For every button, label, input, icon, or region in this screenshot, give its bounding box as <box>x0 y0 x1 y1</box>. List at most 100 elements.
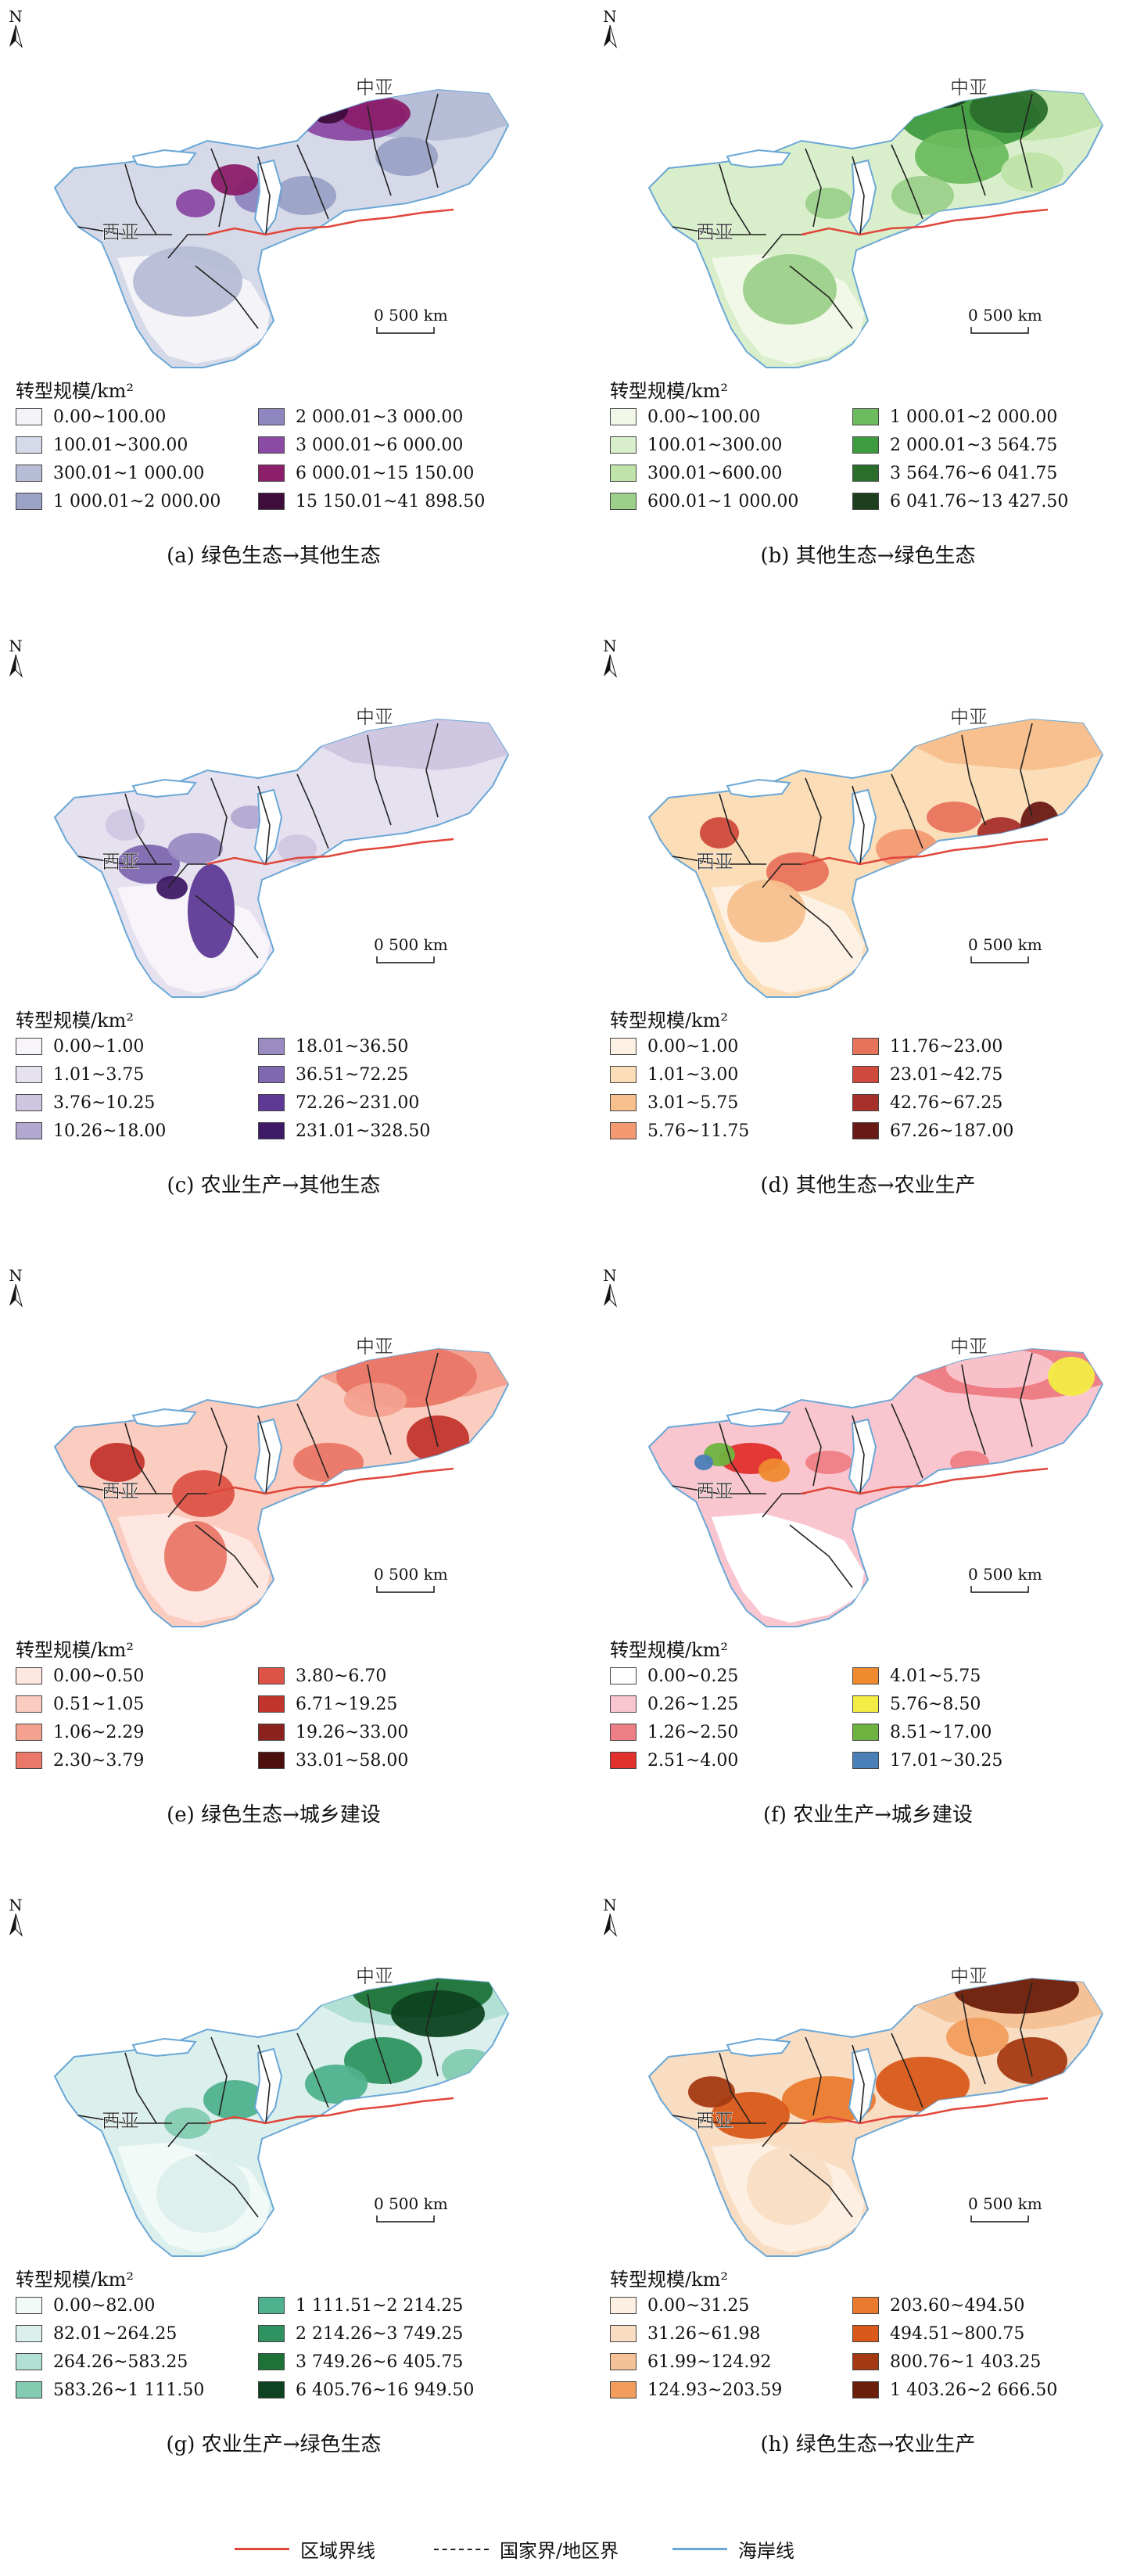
north-arrow-icon: N <box>9 1266 23 1308</box>
national-border <box>296 2032 329 2108</box>
legend-swatch <box>258 1038 285 1055</box>
legend-swatch <box>610 1667 637 1684</box>
legend-item: 494.51~800.75 <box>852 2323 1024 2344</box>
choropleth-patch <box>700 817 739 849</box>
black-sea <box>726 2037 791 2058</box>
legend-item: 800.76~1 403.25 <box>852 2352 1041 2372</box>
legend-swatch <box>258 1695 285 1713</box>
choropleth-patch <box>211 164 258 196</box>
legend-title: 转型规模/km² <box>610 2269 729 2291</box>
choropleth-patch <box>747 2147 833 2225</box>
national-border <box>852 1415 865 1494</box>
legend-item: 203.60~494.50 <box>852 2295 1024 2316</box>
region-boundary <box>206 838 454 866</box>
region-fill-arabia <box>712 1513 864 1623</box>
choropleth-patch <box>1048 1357 1095 1396</box>
region-label-west-asia: 西亚 <box>102 2110 139 2132</box>
choropleth-patch <box>915 129 1009 184</box>
legend-item: 23.01~42.75 <box>852 1064 1002 1085</box>
legend-item: 6.71~19.25 <box>258 1694 397 1714</box>
legend-label: 10.26~18.00 <box>53 1121 167 1141</box>
legend-label: 23.01~42.75 <box>890 1064 1003 1085</box>
legend-title: 转型规模/km² <box>16 1639 134 1661</box>
national-border <box>1020 1352 1033 1448</box>
national-border <box>672 1485 766 1494</box>
national-border <box>789 2154 853 2218</box>
map-panel-e: N 中亚 西亚 0 500 km 转型规模/km² 0.00~0.50 0.51~1.05 1… <box>0 1259 547 1885</box>
legend-label: 0.00~1.00 <box>647 1036 739 1057</box>
black-sea <box>131 1408 197 1428</box>
legend-label: 2.51~4.00 <box>647 1750 739 1771</box>
legend-swatch <box>610 493 637 510</box>
national-border <box>891 2032 923 2108</box>
svg-text:N: N <box>603 1266 617 1285</box>
region-boundary <box>801 838 1049 866</box>
legend-item: 300.01~1 000.00 <box>16 463 204 483</box>
black-sea <box>131 778 197 798</box>
choropleth-patch <box>293 1443 364 1482</box>
legend-swatch <box>16 408 42 425</box>
national-border <box>77 1485 172 1494</box>
legend-swatch <box>16 465 42 482</box>
black-sea <box>726 149 791 169</box>
caspian-sea <box>848 1418 877 1495</box>
legend-label: 33.01~58.00 <box>296 1750 409 1771</box>
region-label-west-asia: 西亚 <box>102 1480 139 1502</box>
caspian-sea <box>253 788 283 866</box>
region-label-central-asia: 中亚 <box>950 706 988 728</box>
legend-item: 82.01~264.25 <box>16 2323 177 2344</box>
national-border <box>425 1352 439 1448</box>
legend-item: 33.01~58.00 <box>258 1750 408 1771</box>
legend-swatch <box>258 1122 285 1139</box>
choropleth-patch <box>133 246 242 317</box>
national-border <box>425 93 439 188</box>
panel-caption: (g) 农业生产→绿色生态 <box>166 2433 382 2456</box>
national-border <box>789 1524 853 1588</box>
legend-label: 0.00~0.50 <box>53 1666 145 1686</box>
legend-item: 3.01~5.75 <box>610 1092 738 1113</box>
legend-item: 8.51~17.00 <box>852 1722 992 1742</box>
legend-item: 0.26~1.25 <box>610 1694 738 1714</box>
legend-swatch <box>16 1695 42 1713</box>
legend-swatch <box>610 1038 637 1055</box>
north-arrow-icon: N <box>603 1266 618 1308</box>
national-border <box>762 1493 805 1518</box>
legend-title: 转型规模/km² <box>610 1010 729 1031</box>
legend-label: 6 000.01~15 150.00 <box>296 463 475 483</box>
legend-item: 124.93~203.59 <box>610 2380 782 2400</box>
legend-label: 3.01~5.75 <box>647 1092 739 1113</box>
choropleth-patch <box>90 1443 145 1482</box>
region-fill-north <box>915 719 1103 770</box>
legend-swatch <box>852 465 879 482</box>
choropleth-patch <box>176 189 215 217</box>
legend-label: 3.80~6.70 <box>296 1666 387 1686</box>
legend-item: 1.06~2.29 <box>16 1722 144 1742</box>
national-border <box>124 163 157 235</box>
national-boundary-line <box>434 2548 489 2550</box>
choropleth-patch <box>694 1455 713 1470</box>
national-border <box>891 1403 923 1479</box>
legend-swatch <box>610 1066 637 1083</box>
national-border <box>124 2052 157 2124</box>
legend-label: 6 405.76~16 949.50 <box>296 2380 475 2400</box>
legend-label: 264.26~583.25 <box>53 2352 188 2372</box>
svg-text:N: N <box>9 1266 23 1285</box>
national-border <box>789 895 853 959</box>
black-sea <box>131 2037 197 2058</box>
national-border <box>124 793 157 865</box>
legend-label: 0.00~100.00 <box>647 407 761 427</box>
legend-item: 0.00~100.00 <box>16 407 166 427</box>
national-border <box>367 1993 392 2085</box>
panel-caption: (h) 绿色生态→农业生产 <box>760 2433 976 2456</box>
map-panel-d: N 中亚 西亚 0 500 km 转型规模/km² 0.00~1.00 1.01~3.00 3… <box>594 630 1142 1255</box>
legend-item: 1.01~3.75 <box>16 1064 144 1085</box>
legend-item: 3 564.76~6 041.75 <box>852 463 1057 483</box>
legend-item: 3.80~6.70 <box>258 1666 386 1686</box>
choropleth-patch <box>106 809 145 841</box>
svg-text:N: N <box>9 7 23 26</box>
legend-swatch <box>16 1724 42 1741</box>
legend-label: 1 000.01~2 000.00 <box>890 407 1058 427</box>
svg-text:0 500 km: 0 500 km <box>374 1565 448 1584</box>
